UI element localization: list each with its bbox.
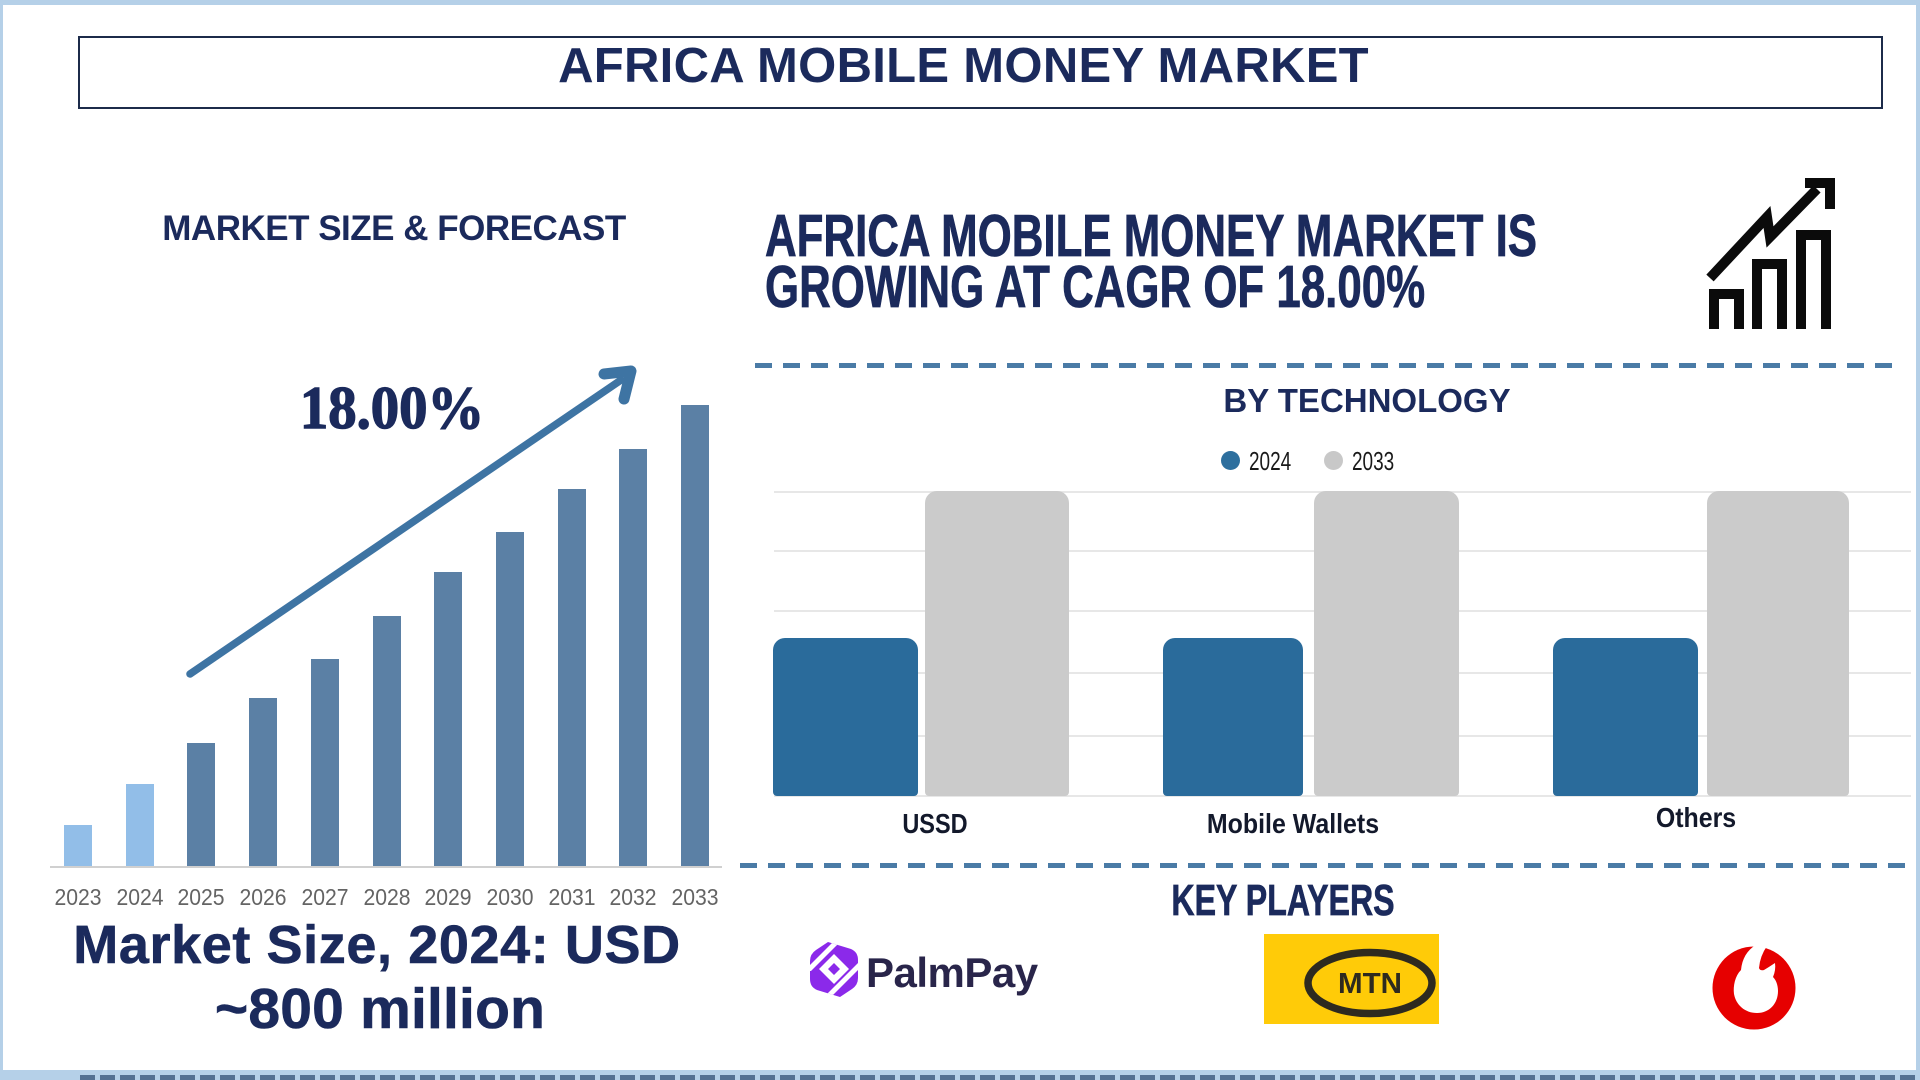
svg-text:MTN: MTN — [1338, 968, 1402, 1000]
